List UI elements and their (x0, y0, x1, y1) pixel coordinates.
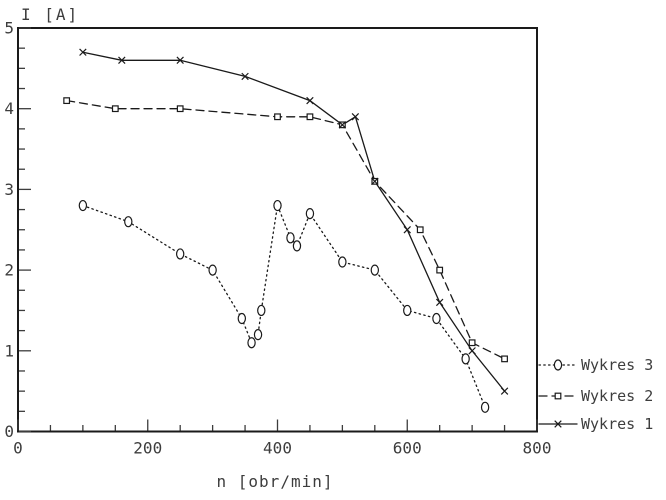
series-line-wykres-1 (82, 51, 506, 392)
legend-item-wykres-1: Wykres 1 (538, 414, 653, 434)
legend-sample-dotted-circle-icon (538, 359, 578, 371)
series-markers-wykres-2 (63, 97, 508, 363)
legend-label: Wykres 3 (581, 356, 654, 374)
series-markers-wykres-1 (79, 48, 509, 395)
x-tick-label: 400 (263, 439, 292, 458)
x-tick-label: 0 (13, 439, 23, 458)
y-tick-label: 3 (4, 180, 14, 199)
plot-frame (17, 27, 538, 433)
y-tick-label: 5 (4, 19, 14, 38)
legend-label: Wykres 1 (581, 415, 654, 433)
legend-sample-solid-x-icon (538, 420, 578, 428)
series-markers-wykres-3 (78, 199, 490, 413)
y-tick-label: 4 (4, 99, 14, 118)
legend-item-wykres-3: Wykres 3 (538, 355, 653, 375)
y-tick-label: 0 (4, 422, 14, 441)
x-axis-title: n [obr/min] (216, 472, 334, 491)
legend: Wykres 3 Wykres 2 Wykres 1 (538, 0, 666, 500)
y-tick-label: 1 (4, 341, 14, 360)
legend-item-wykres-2: Wykres 2 (538, 386, 653, 406)
y-axis-title: I [A] (21, 5, 80, 24)
y-tick-label: 2 (4, 261, 14, 280)
series-line-wykres-3 (82, 203, 486, 408)
x-tick-label: 600 (393, 439, 422, 458)
x-tick-label: 200 (133, 439, 162, 458)
legend-label: Wykres 2 (581, 387, 654, 405)
x-tick-label: 800 (523, 439, 552, 458)
legend-sample-dashed-square-icon (538, 392, 578, 400)
